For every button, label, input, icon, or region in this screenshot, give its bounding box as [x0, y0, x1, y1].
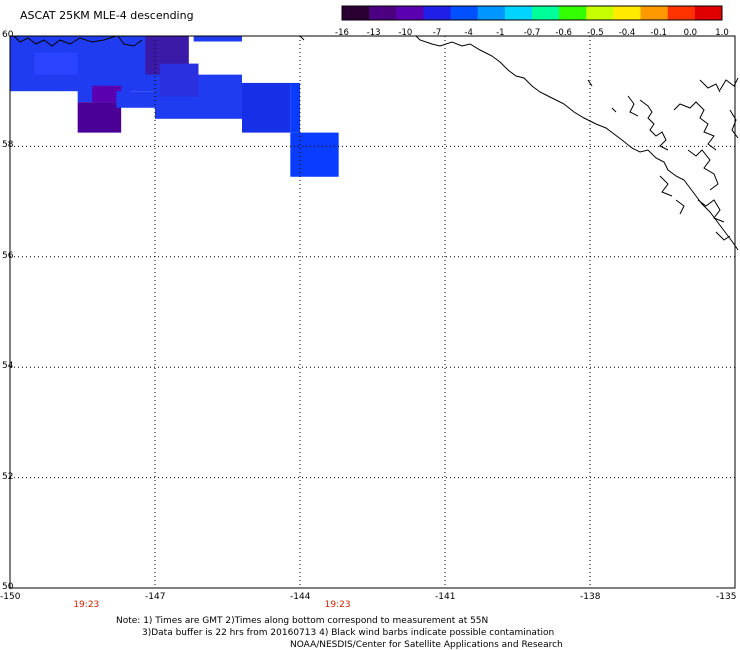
map-title: ASCAT 25KM MLE-4 descending	[20, 9, 194, 22]
longitude-tick-label: -141	[435, 592, 456, 602]
colorbar-tick-label: 0.0	[683, 28, 698, 38]
longitude-tick-label: -135	[716, 592, 737, 602]
latitude-tick-label: 54	[2, 361, 14, 372]
colorbar-frame	[341, 5, 723, 21]
latitude-tick-label: 60	[2, 30, 14, 40]
latitude-tick-label: 58	[2, 140, 14, 151]
note-line-2: 3)Data buffer is 22 hrs from 20160713 4)…	[142, 628, 555, 638]
colorbar-tick-label: -7	[432, 28, 442, 38]
note-line-3: NOAA/NESDIS/Center for Satellite Applica…	[290, 640, 563, 650]
data-cell	[242, 82, 291, 133]
colorbar-segment	[504, 6, 533, 20]
colorbar-segment	[369, 6, 397, 20]
data-cells	[10, 36, 339, 177]
data-cell	[116, 91, 155, 108]
data-cell	[34, 52, 78, 75]
colorbar-segment	[586, 6, 614, 20]
longitude-tick-label: -144	[290, 592, 311, 602]
data-cell	[10, 36, 160, 92]
time-label: 19:23	[324, 600, 351, 610]
colorbar-tick-label: -1	[496, 28, 505, 38]
colorbar-segment	[559, 6, 587, 20]
data-cell	[193, 36, 242, 42]
time-label: 19:23	[73, 600, 100, 610]
colorbar-tick-label: -0.1	[650, 28, 667, 38]
longitude-tick-label: -138	[580, 592, 601, 602]
colorbar-tick-label: -0.4	[618, 28, 636, 38]
data-cell	[159, 63, 199, 97]
map-frame	[9, 35, 736, 589]
colorbar-segment	[450, 6, 479, 20]
note-line-1: Note: 1) Times are GMT 2)Times along bot…	[116, 616, 489, 626]
colorbar-segment	[396, 6, 424, 20]
colorbar-tick-label: -4	[464, 28, 473, 38]
colorbar-segment	[342, 6, 370, 20]
colorbar-segment	[613, 6, 642, 20]
coastline	[13, 35, 739, 251]
colorbar-segment	[532, 6, 560, 20]
colorbar-tick-label: -0.7	[523, 28, 541, 38]
longitude-tick-label: -147	[145, 592, 166, 602]
colorbar-segment	[423, 6, 452, 20]
colorbar-tick-label: -0.5	[587, 28, 604, 38]
colorbar-tick-label: -16	[335, 28, 349, 38]
latitude-tick-label: 56	[2, 250, 14, 261]
colorbar-tick-label: -0.6	[555, 28, 572, 38]
lat-lon-grid	[10, 36, 735, 588]
latitude-tick-label: 50	[2, 582, 14, 592]
latitude-tick-label: 52	[2, 471, 14, 482]
colorbar-segment	[640, 6, 669, 20]
data-cell	[77, 102, 122, 133]
colorbar-tick-label: 1.0	[715, 28, 729, 38]
colorbar-tick-label: -13	[366, 28, 381, 38]
colorbar-segment	[694, 6, 723, 20]
data-cell	[290, 132, 339, 177]
colorbar	[341, 5, 723, 21]
data-cell	[92, 85, 122, 103]
data-cell	[290, 82, 300, 133]
colorbar-segment	[667, 6, 696, 20]
colorbar-segment	[477, 6, 506, 20]
longitude-tick-label: -150	[0, 592, 21, 602]
colorbar-tick-label: -10	[398, 28, 413, 38]
